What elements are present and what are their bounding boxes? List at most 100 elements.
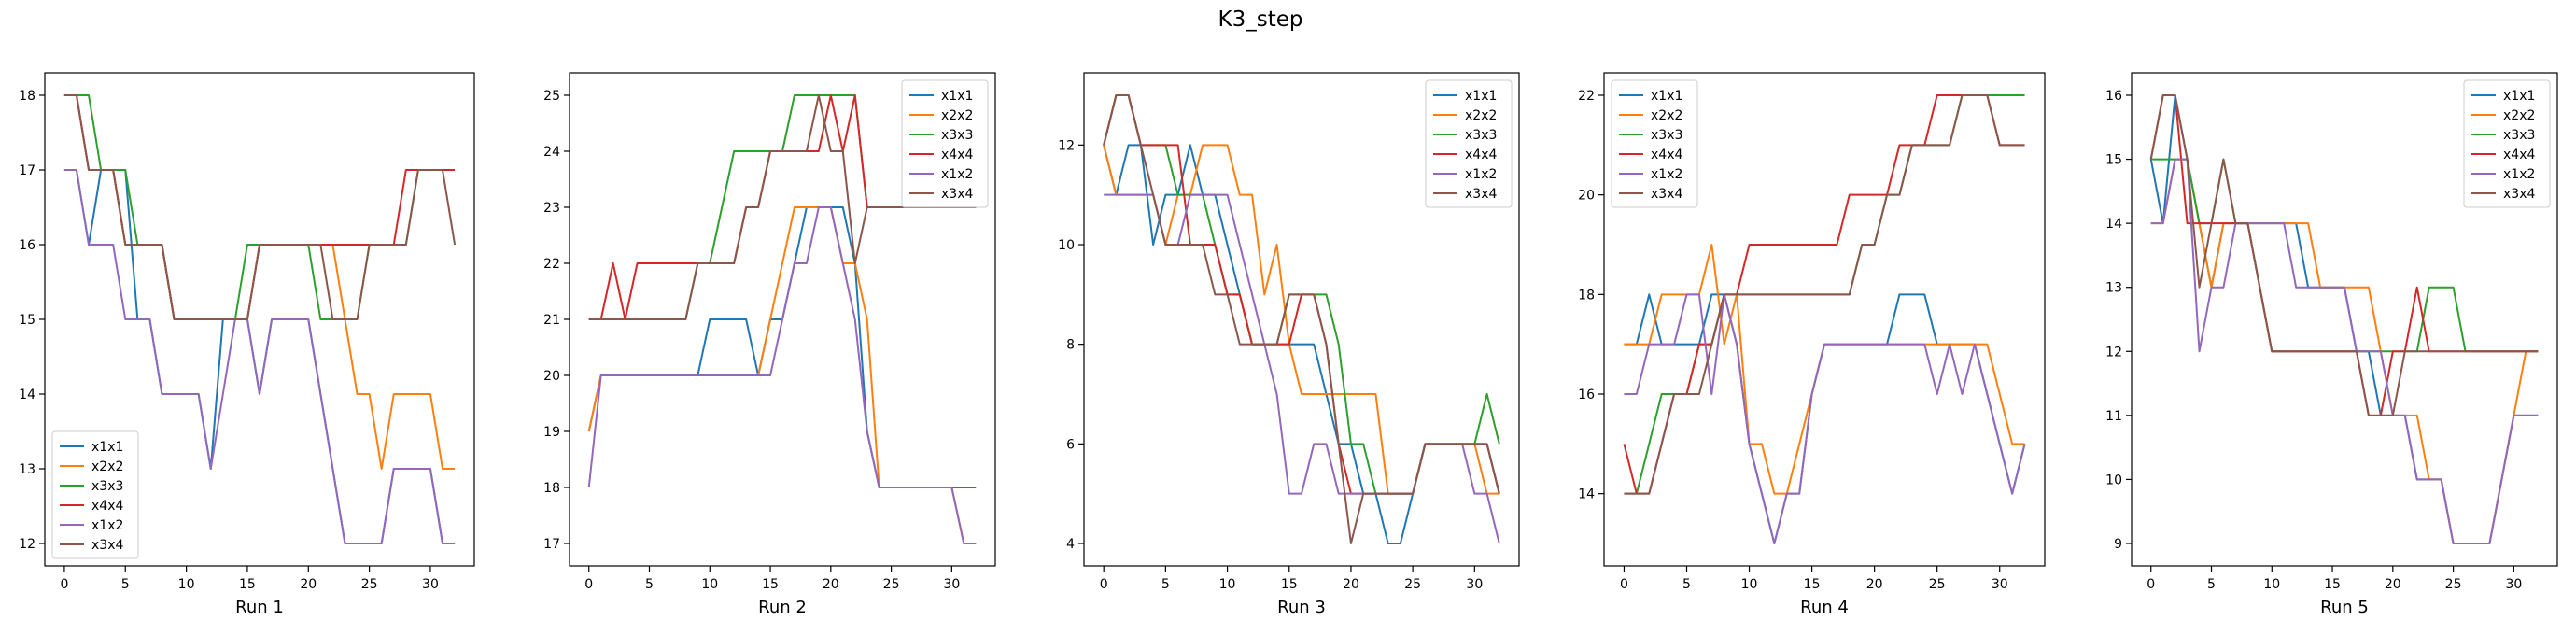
- legend: x1x1 x2x2 x3x3 x4x4 x1x2 x3x4: [901, 79, 989, 208]
- y-tick-label: 20: [1578, 189, 1595, 204]
- legend-label: x1x1: [2503, 89, 2535, 104]
- x-tick-label: 30: [943, 577, 960, 592]
- series-line-x3x4: [1624, 94, 2025, 495]
- legend-label: x3x4: [91, 538, 123, 553]
- y-tick-label: 14: [1578, 487, 1595, 502]
- legend: x1x1 x2x2 x3x3 x4x4 x1x2 x3x4: [2463, 79, 2551, 208]
- legend: x1x1 x2x2 x3x3 x4x4 x1x2 x3x4: [1425, 79, 1513, 208]
- series-line-x4x4: [1623, 94, 2025, 495]
- series-line-x3x4: [63, 94, 457, 320]
- series-line-x3x4: [1103, 94, 1500, 544]
- legend-box: [1611, 79, 1698, 208]
- y-tick-label: 15: [19, 313, 35, 328]
- x-tick-label: 0: [2147, 577, 2155, 592]
- legend-box: [2463, 79, 2551, 208]
- y-tick-label: 13: [19, 462, 35, 477]
- legend-label: x2x2: [1651, 108, 1682, 123]
- legend-label: x4x4: [91, 499, 123, 514]
- y-tick-label: 17: [19, 163, 35, 178]
- y-tick-label: 14: [2105, 217, 2122, 232]
- x-tick-label: 20: [823, 577, 839, 592]
- y-tick-label: 12: [1058, 138, 1075, 153]
- y-tick-label: 4: [1066, 537, 1075, 552]
- y-tick-label: 18: [1578, 288, 1595, 303]
- legend: x1x1 x2x2 x3x3 x4x4 x1x2 x3x4: [51, 430, 139, 559]
- x-axis-label: Run 5: [2320, 598, 2369, 617]
- y-tick-label: 23: [543, 201, 560, 216]
- subplot-run-5: 0 5 10 15 20 25 30 9 10 11 12 13 14 15 16 Run 5 x1x1 x2x2…: [2105, 72, 2558, 617]
- legend-label: x1x2: [91, 518, 123, 533]
- y-tick-label: 14: [19, 388, 35, 402]
- legend-label: x3x4: [2503, 187, 2535, 202]
- legend-label: x2x2: [941, 108, 973, 123]
- legend-label: x1x1: [1651, 89, 1682, 104]
- legend-label: x1x1: [91, 440, 123, 455]
- x-tick-label: 0: [584, 577, 593, 592]
- y-tick-label: 17: [543, 537, 560, 552]
- y-tick-label: 16: [2105, 89, 2122, 104]
- x-tick-label: 15: [762, 577, 779, 592]
- x-tick-label: 30: [1466, 577, 1483, 592]
- y-tick-label: 15: [2105, 153, 2122, 168]
- x-tick-label: 30: [1992, 577, 2008, 592]
- x-tick-label: 10: [1219, 577, 1236, 592]
- legend-label: x3x3: [941, 128, 973, 143]
- y-tick-label: 8: [1066, 338, 1075, 353]
- axes-frame: [1083, 72, 1520, 567]
- x-tick-label: 20: [2385, 577, 2401, 592]
- series-line-x1x2: [2150, 158, 2539, 544]
- x-tick-label: 25: [361, 577, 378, 592]
- legend-box: [51, 430, 139, 559]
- x-tick-label: 10: [701, 577, 718, 592]
- series-line-x3x4: [2149, 94, 2539, 416]
- x-tick-label: 10: [1741, 577, 1758, 592]
- x-tick-label: 5: [121, 577, 130, 592]
- x-tick-label: 20: [1343, 577, 1359, 592]
- y-tick-label: 10: [2105, 473, 2122, 487]
- y-tick-label: 11: [2105, 409, 2122, 424]
- x-tick-label: 10: [178, 577, 195, 592]
- y-tick-label: 19: [543, 425, 560, 440]
- axes-frame: [2131, 72, 2558, 567]
- y-tick-label: 24: [543, 145, 560, 160]
- x-tick-label: 0: [60, 577, 68, 592]
- legend-label: x4x4: [1651, 148, 1682, 162]
- legend-label: x4x4: [941, 148, 973, 162]
- x-axis-label: Run 4: [1800, 598, 1849, 617]
- y-tick-label: 18: [543, 481, 560, 496]
- y-tick-label: 18: [19, 89, 35, 104]
- legend-label: x4x4: [2503, 148, 2535, 162]
- legend-label: x4x4: [1465, 148, 1497, 162]
- legend-label: x3x3: [1651, 128, 1682, 143]
- series-line-x1x2: [1624, 293, 2026, 544]
- legend-label: x1x1: [941, 89, 973, 104]
- legend-label: x3x4: [941, 187, 973, 202]
- legend-label: x3x3: [2503, 128, 2535, 143]
- x-tick-label: 0: [1620, 577, 1628, 592]
- y-tick-label: 22: [543, 257, 560, 272]
- y-tick-label: 21: [543, 313, 560, 328]
- x-tick-label: 25: [2445, 577, 2462, 592]
- legend-label: x3x4: [1651, 187, 1682, 202]
- y-tick-label: 12: [2105, 345, 2122, 360]
- x-tick-label: 30: [422, 577, 439, 592]
- legend-label: x1x2: [941, 167, 973, 182]
- x-tick-label: 15: [239, 577, 256, 592]
- series-line-x1x2: [587, 206, 977, 544]
- legend-label: x1x1: [1465, 89, 1497, 104]
- x-tick-label: 5: [645, 577, 654, 592]
- x-tick-label: 15: [1281, 577, 1298, 592]
- y-tick-label: 13: [2105, 281, 2122, 296]
- y-tick-label: 16: [19, 238, 35, 253]
- x-tick-label: 5: [1682, 577, 1691, 592]
- legend-label: x1x2: [1465, 167, 1497, 182]
- legend-box: [901, 79, 989, 208]
- x-tick-label: 25: [1929, 577, 1946, 592]
- x-tick-label: 25: [1404, 577, 1421, 592]
- x-tick-label: 30: [2505, 577, 2522, 592]
- figure-title: K3_step: [1218, 7, 1303, 32]
